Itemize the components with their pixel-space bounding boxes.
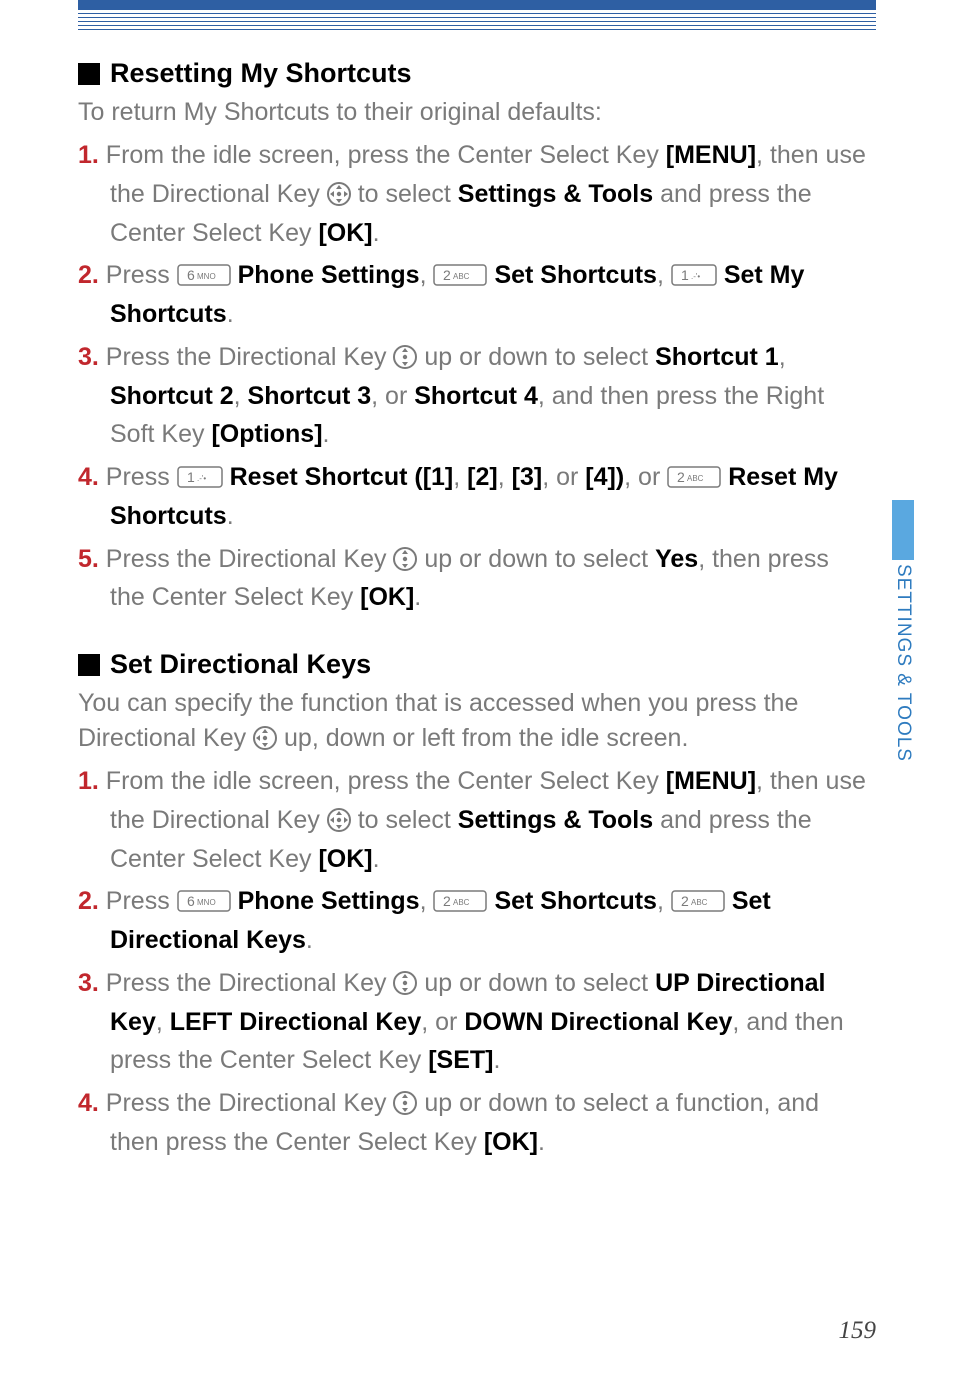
section-1-title-text: Resetting My Shortcuts — [110, 58, 412, 89]
list-item: 5. Press the Directional Key up or down … — [78, 540, 868, 618]
keycap-6MNO-icon: 6 MNO — [177, 264, 231, 286]
header-thin-line-4 — [78, 25, 876, 26]
section-1-intro: To return My Shortcuts to their original… — [78, 95, 868, 130]
section-2-intro: You can specify the function that is acc… — [78, 686, 868, 756]
side-tab: SETTINGS & TOOLS — [892, 500, 914, 820]
page-content: Resetting My Shortcuts To return My Shor… — [78, 58, 868, 1166]
header-rule — [78, 0, 876, 30]
directional-key-dpad2-icon — [393, 547, 417, 571]
header-thin-line-5 — [78, 29, 876, 30]
section-2-title-text: Set Directional Keys — [110, 649, 371, 680]
page-number: 159 — [839, 1317, 877, 1345]
section-1-title: Resetting My Shortcuts — [78, 58, 868, 89]
section-2-steps: 1. From the idle screen, press the Cente… — [78, 762, 868, 1162]
svg-text:ABC: ABC — [687, 474, 704, 483]
list-item: 1. From the idle screen, press the Cente… — [78, 136, 868, 252]
svg-text:6: 6 — [187, 267, 195, 283]
svg-text:MNO: MNO — [197, 272, 216, 281]
directional-key-dpad4-icon — [327, 182, 351, 206]
keycap-2ABC-icon: 2 ABC — [433, 890, 487, 912]
list-item: 4. Press 1 .-'• Reset Shortcut ([1], [2]… — [78, 458, 868, 536]
side-tab-bar — [892, 500, 914, 560]
svg-text:2: 2 — [677, 469, 685, 485]
section-2-intro-post: up, down or left from the idle screen. — [277, 724, 688, 752]
svg-text:2: 2 — [681, 893, 689, 909]
header-thin-line-3 — [78, 21, 876, 22]
square-bullet-icon — [78, 654, 100, 676]
list-item: 3. Press the Directional Key up or down … — [78, 338, 868, 454]
list-item: 4. Press the Directional Key up or down … — [78, 1084, 868, 1162]
directional-key-dpad2-icon — [393, 1091, 417, 1115]
svg-text:ABC: ABC — [453, 272, 470, 281]
keycap-2ABC-icon: 2 ABC — [667, 466, 721, 488]
keycap-1-icon: 1 .-'• — [671, 264, 717, 286]
svg-text:ABC: ABC — [453, 898, 470, 907]
side-tab-label: SETTINGS & TOOLS — [892, 564, 914, 762]
list-item: 1. From the idle screen, press the Cente… — [78, 762, 868, 878]
keycap-2ABC-icon: 2 ABC — [433, 264, 487, 286]
directional-key-dpad4-icon — [327, 808, 351, 832]
section-2-title: Set Directional Keys — [78, 649, 868, 680]
section-1-steps: 1. From the idle screen, press the Cente… — [78, 136, 868, 617]
svg-text:6: 6 — [187, 893, 195, 909]
svg-text:.-'•: .-'• — [691, 272, 700, 281]
svg-text:2: 2 — [443, 893, 451, 909]
directional-key-3way-icon — [253, 726, 277, 750]
list-item: 2. Press 6 MNO Phone Settings, 2 ABC Set… — [78, 882, 868, 960]
svg-text:MNO: MNO — [197, 898, 216, 907]
svg-text:.-'•: .-'• — [197, 474, 206, 483]
svg-text:ABC: ABC — [691, 898, 708, 907]
svg-text:2: 2 — [443, 267, 451, 283]
list-item: 3. Press the Directional Key up or down … — [78, 964, 868, 1080]
keycap-6MNO-icon: 6 MNO — [177, 890, 231, 912]
directional-key-dpad2-icon — [393, 971, 417, 995]
svg-text:1: 1 — [681, 267, 689, 283]
header-thin-line-1 — [78, 13, 876, 14]
header-thick-line — [78, 0, 876, 10]
svg-text:1: 1 — [187, 469, 195, 485]
keycap-2ABC-icon: 2 ABC — [671, 890, 725, 912]
header-thin-line-2 — [78, 17, 876, 18]
directional-key-dpad2-icon — [393, 345, 417, 369]
list-item: 2. Press 6 MNO Phone Settings, 2 ABC Set… — [78, 256, 868, 334]
keycap-1-icon: 1 .-'• — [177, 466, 223, 488]
square-bullet-icon — [78, 63, 100, 85]
